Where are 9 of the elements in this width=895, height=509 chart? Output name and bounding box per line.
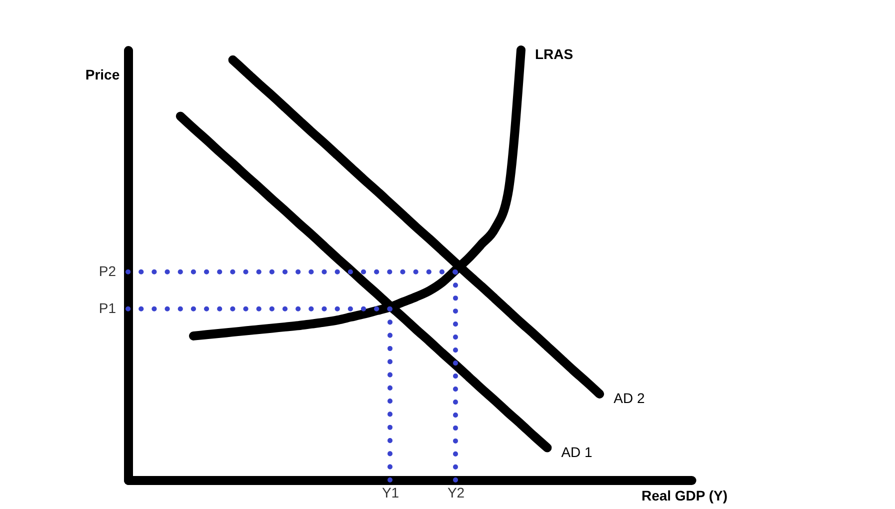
x-tick-label: Y2 [447, 484, 465, 500]
x-tick-label: Y1 [382, 484, 400, 500]
series-label: P1 [98, 300, 116, 316]
y-axis-title: Price [85, 66, 120, 82]
series-label: P2 [98, 262, 116, 279]
x-axis-title: Real GDP (Y) [641, 488, 728, 504]
series-label: LRAS [535, 46, 574, 62]
series-label: AD 1 [561, 444, 593, 460]
series-label: AD 2 [614, 390, 645, 406]
